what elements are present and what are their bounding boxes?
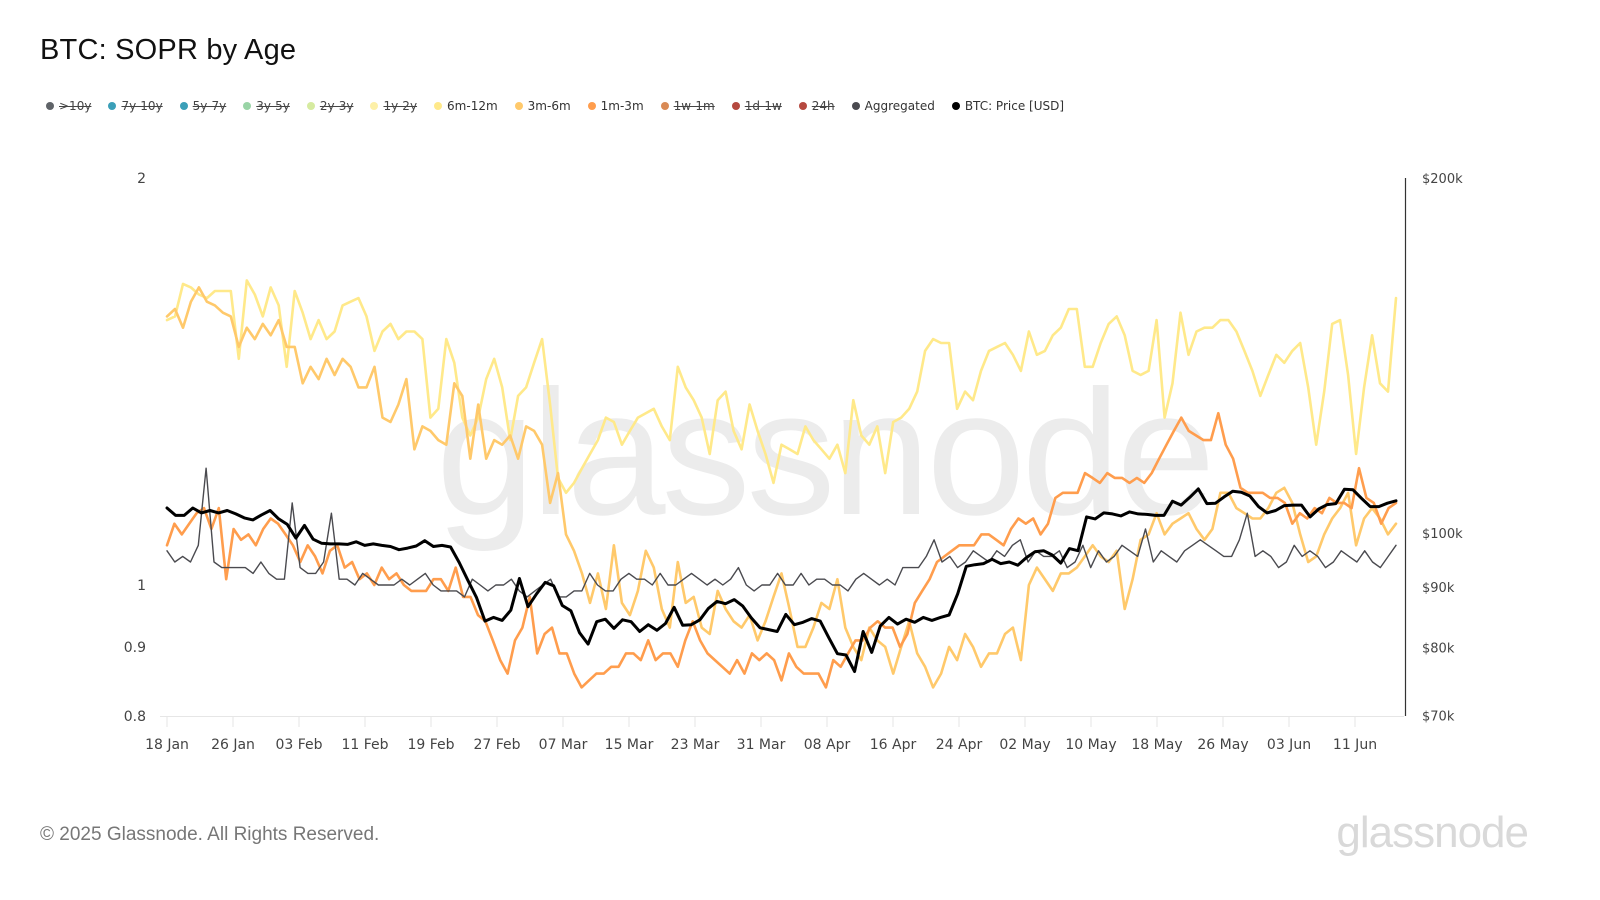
x-tick-label: 08 Apr: [804, 737, 851, 753]
legend-label: 24h: [811, 99, 835, 113]
x-tick-label: 18 Jan: [145, 737, 189, 753]
legend-marker-icon: [306, 102, 315, 110]
legend-label: 2y-3y: [319, 99, 354, 113]
legend-item-3m-6m[interactable]: 3m-6m: [514, 99, 571, 113]
x-tick-label: 26 May: [1197, 737, 1248, 753]
legend-marker-icon: [731, 102, 740, 110]
legend-marker-icon: [587, 102, 596, 110]
y-right-tick-label: $100k: [1422, 527, 1463, 542]
y-left-tick-label: 0.8: [124, 709, 146, 725]
x-tick-label: 23 Mar: [671, 737, 720, 753]
legend-marker-icon: [851, 102, 860, 110]
legend-item-1y-2y[interactable]: 1y-2y: [370, 99, 417, 113]
legend-label: 1m-3m: [600, 99, 644, 113]
legend-marker-icon: [434, 102, 443, 110]
y-right-tick-label: $70k: [1422, 710, 1455, 725]
legend-marker-icon: [660, 102, 669, 110]
x-tick-label: 24 Apr: [936, 737, 983, 753]
x-tick-label: 07 Mar: [539, 737, 588, 753]
legend-label: 7y-10y: [121, 99, 163, 113]
x-tick-label: 27 Feb: [473, 737, 520, 753]
legend-marker-icon: [798, 102, 807, 110]
legend-item-7y-10y[interactable]: 7y-10y: [108, 99, 163, 113]
y-right-tick-label: $80k: [1422, 641, 1455, 656]
legend-label: 3m-6m: [527, 99, 571, 113]
series-line-6m-12m[interactable]: [165, 279, 1398, 495]
legend-item-1d-1w[interactable]: 1d-1w: [731, 99, 782, 113]
y-left-tick-label: 1: [137, 578, 146, 594]
x-tick-label: 11 Jun: [1333, 737, 1377, 753]
legend-label: BTC: Price [USD]: [964, 99, 1065, 113]
x-tick-label: 03 Feb: [275, 737, 322, 753]
legend-item-1w-1m[interactable]: 1w-1m: [660, 99, 715, 113]
legend-marker-icon: [108, 102, 117, 110]
x-tick-label: 19 Feb: [407, 737, 454, 753]
legend-marker-icon: [951, 102, 960, 110]
legend-label: 6m-12m: [447, 99, 498, 113]
legend-label: 5y-7y: [192, 99, 227, 113]
y-left-tick-label: 0.9: [124, 640, 146, 656]
x-tick-label: 03 Jun: [1267, 737, 1311, 753]
y-right-tick-label: $200k: [1422, 172, 1463, 187]
legend-marker-icon: [46, 102, 54, 110]
y-right-tick-label: $90k: [1422, 581, 1455, 596]
x-tick-label: 15 Mar: [605, 737, 654, 753]
legend-item-1m-3m[interactable]: 1m-3m: [587, 99, 644, 113]
legend-label: 1y-2y: [383, 99, 418, 113]
series-line-3m-6m[interactable]: [165, 286, 1398, 689]
legend-item-10y[interactable]: >10y: [46, 99, 91, 113]
x-tick-label: 10 May: [1065, 737, 1116, 753]
legend-marker-icon: [370, 102, 379, 110]
x-tick-label: 11 Feb: [341, 737, 388, 753]
legend-marker-icon: [179, 102, 188, 110]
legend-marker-icon: [243, 102, 252, 110]
chart-legend: >10y 7y-10y 5y-7y 3y-5y 2y-3y 1y-2y 6m-12m 3m-6…: [46, 99, 1081, 113]
chart-title: BTC: SOPR by Age: [40, 34, 297, 66]
legend-label: 1w-1m: [673, 99, 715, 113]
copyright-text: © 2025 Glassnode. All Rights Reserved.: [40, 824, 380, 845]
x-tick-label: 26 Jan: [211, 737, 255, 753]
legend-label: 1d-1w: [744, 99, 782, 113]
legend-item-2y-3y[interactable]: 2y-3y: [306, 99, 354, 113]
legend-marker-icon: [514, 102, 523, 110]
x-tick-label: 02 May: [999, 737, 1050, 753]
series-line-btc-price-usd[interactable]: [165, 487, 1398, 673]
y-left-tick-label: 2: [137, 171, 146, 187]
legend-item-aggregated[interactable]: Aggregated: [851, 99, 935, 113]
series-line-1m-3m[interactable]: [165, 411, 1398, 689]
legend-label: 3y-5y: [256, 99, 290, 113]
legend-item-btc-price-usd[interactable]: BTC: Price [USD]: [951, 99, 1065, 113]
brand-logo: glassnode: [1336, 808, 1529, 857]
x-tick-label: 31 Mar: [737, 737, 786, 753]
x-tick-label: 16 Apr: [870, 737, 917, 753]
legend-item-24h[interactable]: 24h: [798, 99, 835, 113]
legend-label: >10y: [59, 99, 92, 113]
x-tick-label: 18 May: [1131, 737, 1182, 753]
legend-label: Aggregated: [864, 99, 935, 113]
series-line-aggregated[interactable]: [166, 467, 1397, 598]
legend-item-3y-5y[interactable]: 3y-5y: [243, 99, 290, 113]
legend-item-6m-12m[interactable]: 6m-12m: [434, 99, 498, 113]
legend-item-5y-7y[interactable]: 5y-7y: [179, 99, 227, 113]
